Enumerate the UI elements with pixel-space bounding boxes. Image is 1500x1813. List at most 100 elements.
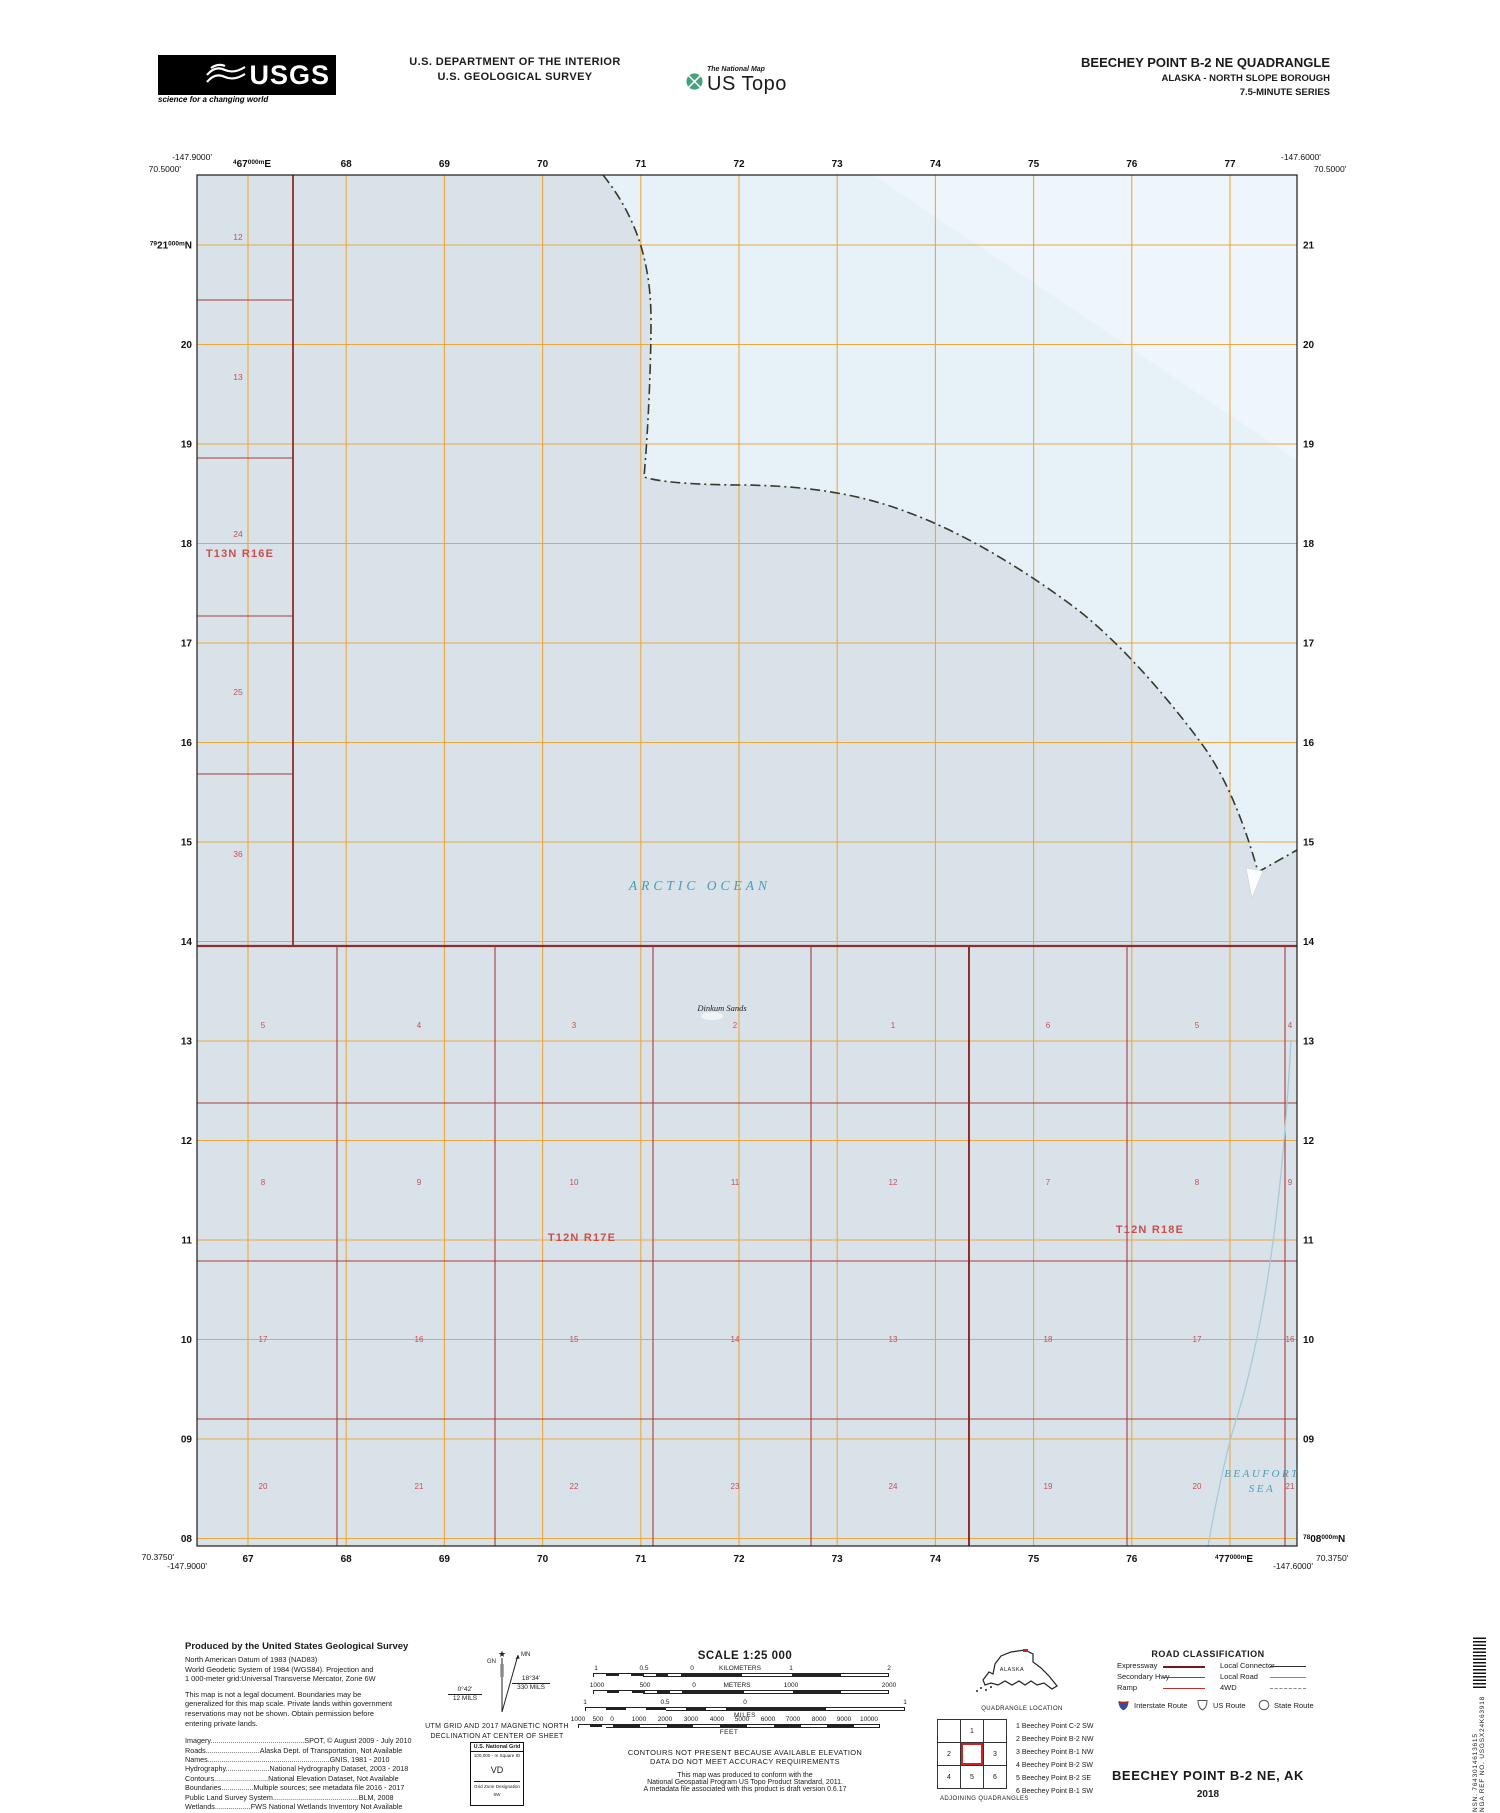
adjoining-quads-caption: ADJOINING QUADRANGLES bbox=[940, 1796, 1029, 1802]
adjoining-quad-cell: 1 bbox=[960, 1719, 984, 1743]
legend-local-road: Local Road bbox=[1220, 1672, 1258, 1681]
svg-text:15: 15 bbox=[1303, 838, 1315, 849]
sheet-year: 2018 bbox=[1196, 1789, 1220, 1800]
svg-text:74: 74 bbox=[930, 1554, 942, 1565]
quadrangle-location-caption: QUADRANGLE LOCATION bbox=[981, 1706, 1063, 1712]
svg-text:20: 20 bbox=[181, 340, 193, 351]
svg-text:9: 9 bbox=[417, 1178, 422, 1187]
svg-text:70.3750': 70.3750' bbox=[1316, 1553, 1349, 1563]
svg-text:15: 15 bbox=[570, 1335, 579, 1344]
svg-text:70.5000': 70.5000' bbox=[1314, 164, 1347, 174]
scale-bar bbox=[578, 1724, 880, 1729]
svg-text:69: 69 bbox=[439, 1554, 451, 1565]
scale-bar bbox=[585, 1707, 905, 1712]
svg-text:12: 12 bbox=[1303, 1136, 1315, 1147]
svg-text:71: 71 bbox=[635, 159, 647, 170]
gn-declination-value: 0°42' 12 MILS bbox=[448, 1686, 482, 1703]
produced-by-heading: Produced by the United States Geological… bbox=[185, 1641, 409, 1652]
adjoining-quad-item: 2 Beechey Point B-2 NW bbox=[1016, 1736, 1094, 1743]
adjoining-quad-item: 1 Beechey Point C-2 SW bbox=[1016, 1723, 1094, 1730]
svg-text:-147.6000': -147.6000' bbox=[1281, 152, 1321, 162]
svg-text:69: 69 bbox=[439, 159, 451, 170]
svg-text:76: 76 bbox=[1126, 159, 1138, 170]
svg-text:-147.9000': -147.9000' bbox=[172, 152, 212, 162]
usgs-wave-icon bbox=[206, 63, 247, 83]
local-road-line bbox=[1270, 1677, 1306, 1678]
svg-text:2: 2 bbox=[733, 1021, 738, 1030]
svg-text:17: 17 bbox=[1303, 639, 1315, 650]
alaska-outline-map: ALASKA bbox=[976, 1649, 1058, 1692]
svg-text:18: 18 bbox=[1303, 539, 1315, 550]
svg-text:24: 24 bbox=[233, 529, 243, 539]
svg-text:11: 11 bbox=[1303, 1236, 1314, 1247]
declination-caption: UTM GRID AND 2017 MAGNETIC NORTH DECLINA… bbox=[425, 1723, 569, 1740]
adjoining-quad-cell: 3 bbox=[983, 1742, 1007, 1766]
svg-text:14: 14 bbox=[1303, 937, 1315, 948]
svg-text:23: 23 bbox=[731, 1482, 740, 1491]
svg-text:72: 72 bbox=[733, 1554, 745, 1565]
usgs-wordmark: USGS bbox=[249, 59, 330, 90]
svg-text:16: 16 bbox=[1286, 1335, 1295, 1344]
svg-text:14: 14 bbox=[181, 937, 193, 948]
adjoining-quad-item: 6 Beechey Point B-1 SW bbox=[1016, 1788, 1094, 1795]
svg-text:16: 16 bbox=[1303, 738, 1315, 749]
svg-text:12: 12 bbox=[233, 232, 243, 242]
svg-text:17: 17 bbox=[259, 1335, 268, 1344]
dept-line2: U.S. GEOLOGICAL SURVEY bbox=[437, 71, 593, 83]
svg-text:19: 19 bbox=[181, 440, 193, 451]
adjoining-quad-cell bbox=[983, 1719, 1007, 1743]
svg-text:-147.6000': -147.6000' bbox=[1273, 1561, 1313, 1571]
water-labels: ARCTIC OCEAN BEAUFORT SEA Dinkum Sands bbox=[628, 878, 1297, 1495]
svg-text:477000mE: 477000mE bbox=[1215, 1554, 1253, 1565]
svg-text:70.3750': 70.3750' bbox=[142, 1552, 175, 1562]
scale-title: SCALE 1:25 000 bbox=[697, 1650, 793, 1662]
svg-text:3: 3 bbox=[572, 1021, 577, 1030]
svg-text:36: 36 bbox=[233, 849, 243, 859]
svg-text:7921000mN: 7921000mN bbox=[150, 241, 192, 252]
cable-line bbox=[1207, 1039, 1292, 1547]
legend-local-connector: Local Connector bbox=[1220, 1661, 1275, 1670]
svg-text:24: 24 bbox=[889, 1482, 898, 1491]
svg-text:4: 4 bbox=[417, 1021, 422, 1030]
adjoining-quads-list: 1 Beechey Point C-2 SW 2 Beechey Point B-… bbox=[1016, 1720, 1093, 1798]
neatline bbox=[196, 174, 1298, 1547]
4wd-line bbox=[1270, 1688, 1306, 1689]
magnetic-north-label: MN bbox=[521, 1652, 530, 1658]
svg-text:09: 09 bbox=[181, 1435, 193, 1446]
section-lines bbox=[197, 175, 1297, 1546]
svg-text:10: 10 bbox=[1303, 1335, 1315, 1346]
usng-subtitle: 100,000 - m Square ID bbox=[473, 1753, 521, 1758]
alaska-label: ALASKA bbox=[1000, 1667, 1024, 1673]
svg-text:8: 8 bbox=[1195, 1178, 1200, 1187]
legend-4wd: 4WD bbox=[1220, 1683, 1237, 1692]
datum-notes: North American Datum of 1983 (NAD83) Worl… bbox=[185, 1655, 376, 1684]
state-route-circle-icon bbox=[1258, 1699, 1270, 1711]
svg-text:22: 22 bbox=[570, 1482, 579, 1491]
svg-text:SEA: SEA bbox=[1249, 1483, 1275, 1495]
usng-title: U.S. National Grid bbox=[471, 1743, 523, 1752]
arctic-ocean-label: ARCTIC OCEAN bbox=[628, 878, 771, 893]
edge-reference-strip: NSN. 7643014613615 NGA REF NO. USGSX24K6… bbox=[1458, 1637, 1500, 1812]
svg-text:20: 20 bbox=[1303, 340, 1315, 351]
data-sources-list: Imagery.................................… bbox=[185, 1736, 412, 1811]
quad-location-marker bbox=[1023, 1649, 1028, 1652]
nsn-number: NSN. 7643014613615 bbox=[1472, 1733, 1479, 1812]
legend-ramp: Ramp bbox=[1117, 1683, 1138, 1692]
adjoining-quad-cell: 4 bbox=[937, 1765, 961, 1789]
state-route-item: State Route bbox=[1258, 1699, 1314, 1711]
svg-text:70: 70 bbox=[537, 1554, 549, 1565]
svg-text:21: 21 bbox=[415, 1482, 424, 1491]
svg-text:25: 25 bbox=[233, 687, 243, 697]
svg-text:75: 75 bbox=[1028, 159, 1040, 170]
svg-text:09: 09 bbox=[1303, 1435, 1315, 1446]
svg-text:19: 19 bbox=[1303, 440, 1315, 451]
svg-text:13: 13 bbox=[233, 372, 243, 382]
quadrangle-heading: BEECHEY POINT B-2 NE QUADRANGLE ALASKA -… bbox=[1030, 55, 1330, 98]
svg-text:21: 21 bbox=[1286, 1482, 1295, 1491]
legend-secondary-hwy: Secondary Hwy bbox=[1117, 1672, 1170, 1681]
svg-text:T12N R18E: T12N R18E bbox=[1116, 1224, 1184, 1236]
svg-text:72: 72 bbox=[733, 159, 745, 170]
dinkum-sands-shoal bbox=[701, 1012, 723, 1020]
